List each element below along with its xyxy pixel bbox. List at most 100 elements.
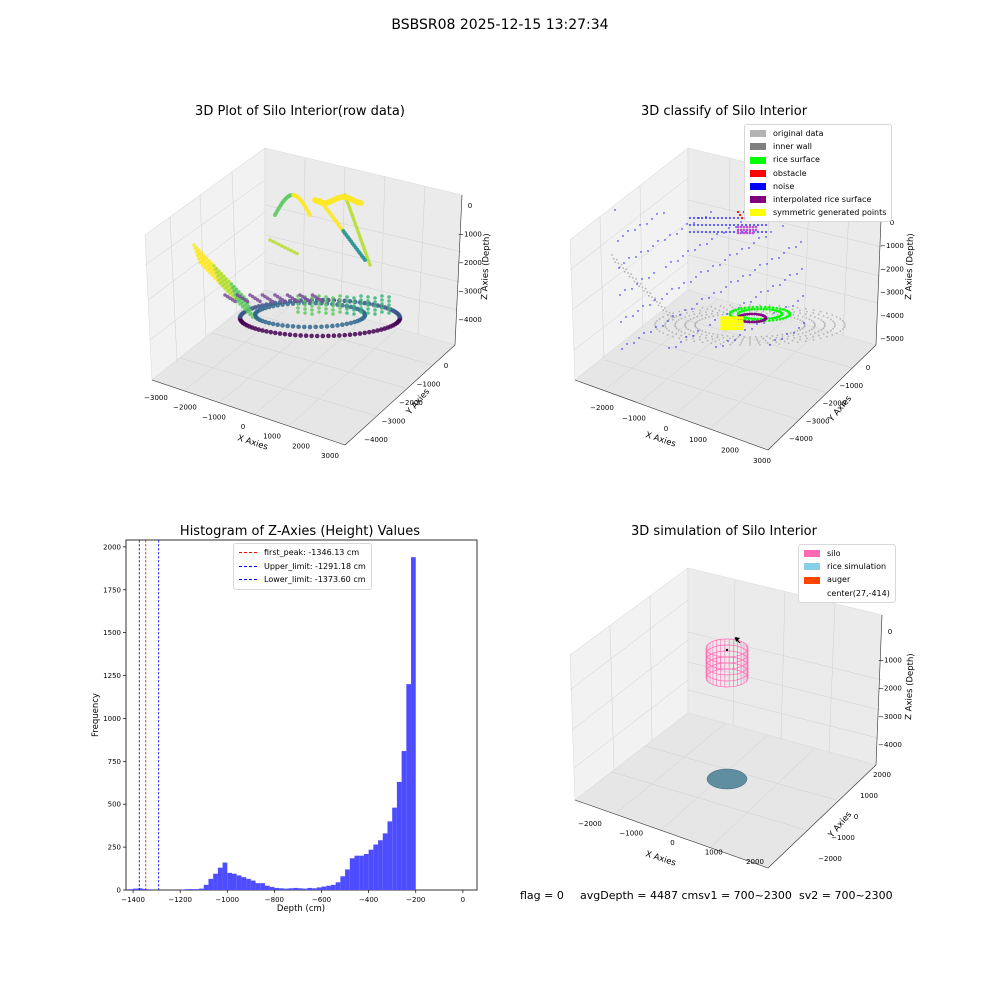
point (701, 330, 704, 332)
point (289, 248, 293, 253)
histogram-title: Histogram of Z-Axies (Height) Values (179, 524, 421, 539)
point (755, 338, 758, 340)
axis-tick-label: −2000 (399, 399, 423, 407)
point (714, 340, 717, 343)
point (663, 306, 666, 309)
point (266, 304, 272, 310)
point (664, 324, 666, 326)
point (313, 324, 319, 330)
point (303, 333, 309, 339)
point (804, 307, 807, 310)
point (303, 307, 307, 311)
point (692, 310, 695, 313)
point (705, 334, 708, 337)
point (778, 307, 782, 311)
point (698, 335, 701, 338)
point (722, 311, 725, 314)
histogram-bar (147, 889, 152, 890)
point (749, 336, 751, 338)
point (826, 331, 829, 334)
point (712, 333, 715, 335)
y-tick-label: 750 (108, 758, 121, 766)
point (202, 253, 206, 258)
point (734, 308, 738, 312)
point (776, 334, 779, 337)
point (745, 320, 749, 324)
point (772, 339, 775, 342)
point (694, 249, 696, 251)
point (786, 333, 788, 335)
point (664, 325, 667, 328)
axis-tick-label: 1000 (263, 433, 281, 441)
point (696, 332, 699, 335)
point (680, 317, 683, 320)
point (756, 317, 760, 321)
plot2-ylabel: Y Axies (826, 394, 854, 425)
point (753, 242, 755, 244)
plot2-3d-axes: −2000 −1000 0 1000 2000 3000 0 −1000 −2000 −3000 −… (569, 147, 916, 465)
point (766, 312, 768, 315)
point (373, 296, 377, 300)
point (804, 334, 807, 337)
point (792, 313, 795, 316)
point (256, 304, 262, 309)
point (338, 298, 342, 302)
point (310, 308, 314, 312)
point (834, 324, 836, 326)
point (683, 282, 685, 284)
histogram-bar (208, 878, 214, 890)
point (791, 308, 794, 311)
point (801, 320, 804, 323)
point (694, 322, 697, 325)
point (301, 324, 307, 330)
axis-tick-label: 0 (890, 219, 894, 227)
legend-noise: noise (750, 180, 886, 193)
point (765, 307, 769, 311)
histogram-bar (373, 844, 379, 890)
point (378, 327, 384, 332)
point (662, 309, 665, 312)
point (775, 315, 779, 319)
point (669, 234, 671, 236)
point (793, 311, 795, 313)
point (759, 317, 763, 321)
point (688, 314, 691, 317)
point (654, 322, 657, 324)
point (324, 299, 328, 303)
point (292, 332, 298, 338)
point (747, 306, 751, 309)
point (750, 308, 754, 311)
point (789, 274, 791, 276)
point (803, 322, 805, 324)
point (268, 329, 274, 335)
point (347, 299, 353, 304)
point (387, 299, 391, 303)
point (285, 323, 290, 329)
point (651, 218, 653, 220)
point (696, 315, 699, 318)
point (742, 231, 746, 235)
point (814, 332, 816, 334)
axis-tick-label: 2000 (721, 446, 739, 454)
point (680, 313, 683, 316)
point (719, 305, 722, 307)
point (697, 330, 699, 332)
point (721, 334, 724, 337)
axis-tick-label: 0 (670, 839, 674, 847)
point (715, 346, 717, 348)
point (810, 319, 813, 322)
point (352, 308, 356, 312)
point (649, 304, 651, 306)
point (682, 255, 684, 257)
point (740, 323, 744, 327)
point (742, 309, 746, 312)
point (668, 311, 671, 314)
point (732, 312, 734, 315)
plot4-xlabel: X Axies (644, 849, 677, 868)
point (635, 278, 637, 280)
x-tick-label: −800 (265, 896, 284, 904)
point (804, 340, 807, 343)
point (628, 257, 630, 259)
axis-tick-label: −4000 (458, 316, 482, 324)
